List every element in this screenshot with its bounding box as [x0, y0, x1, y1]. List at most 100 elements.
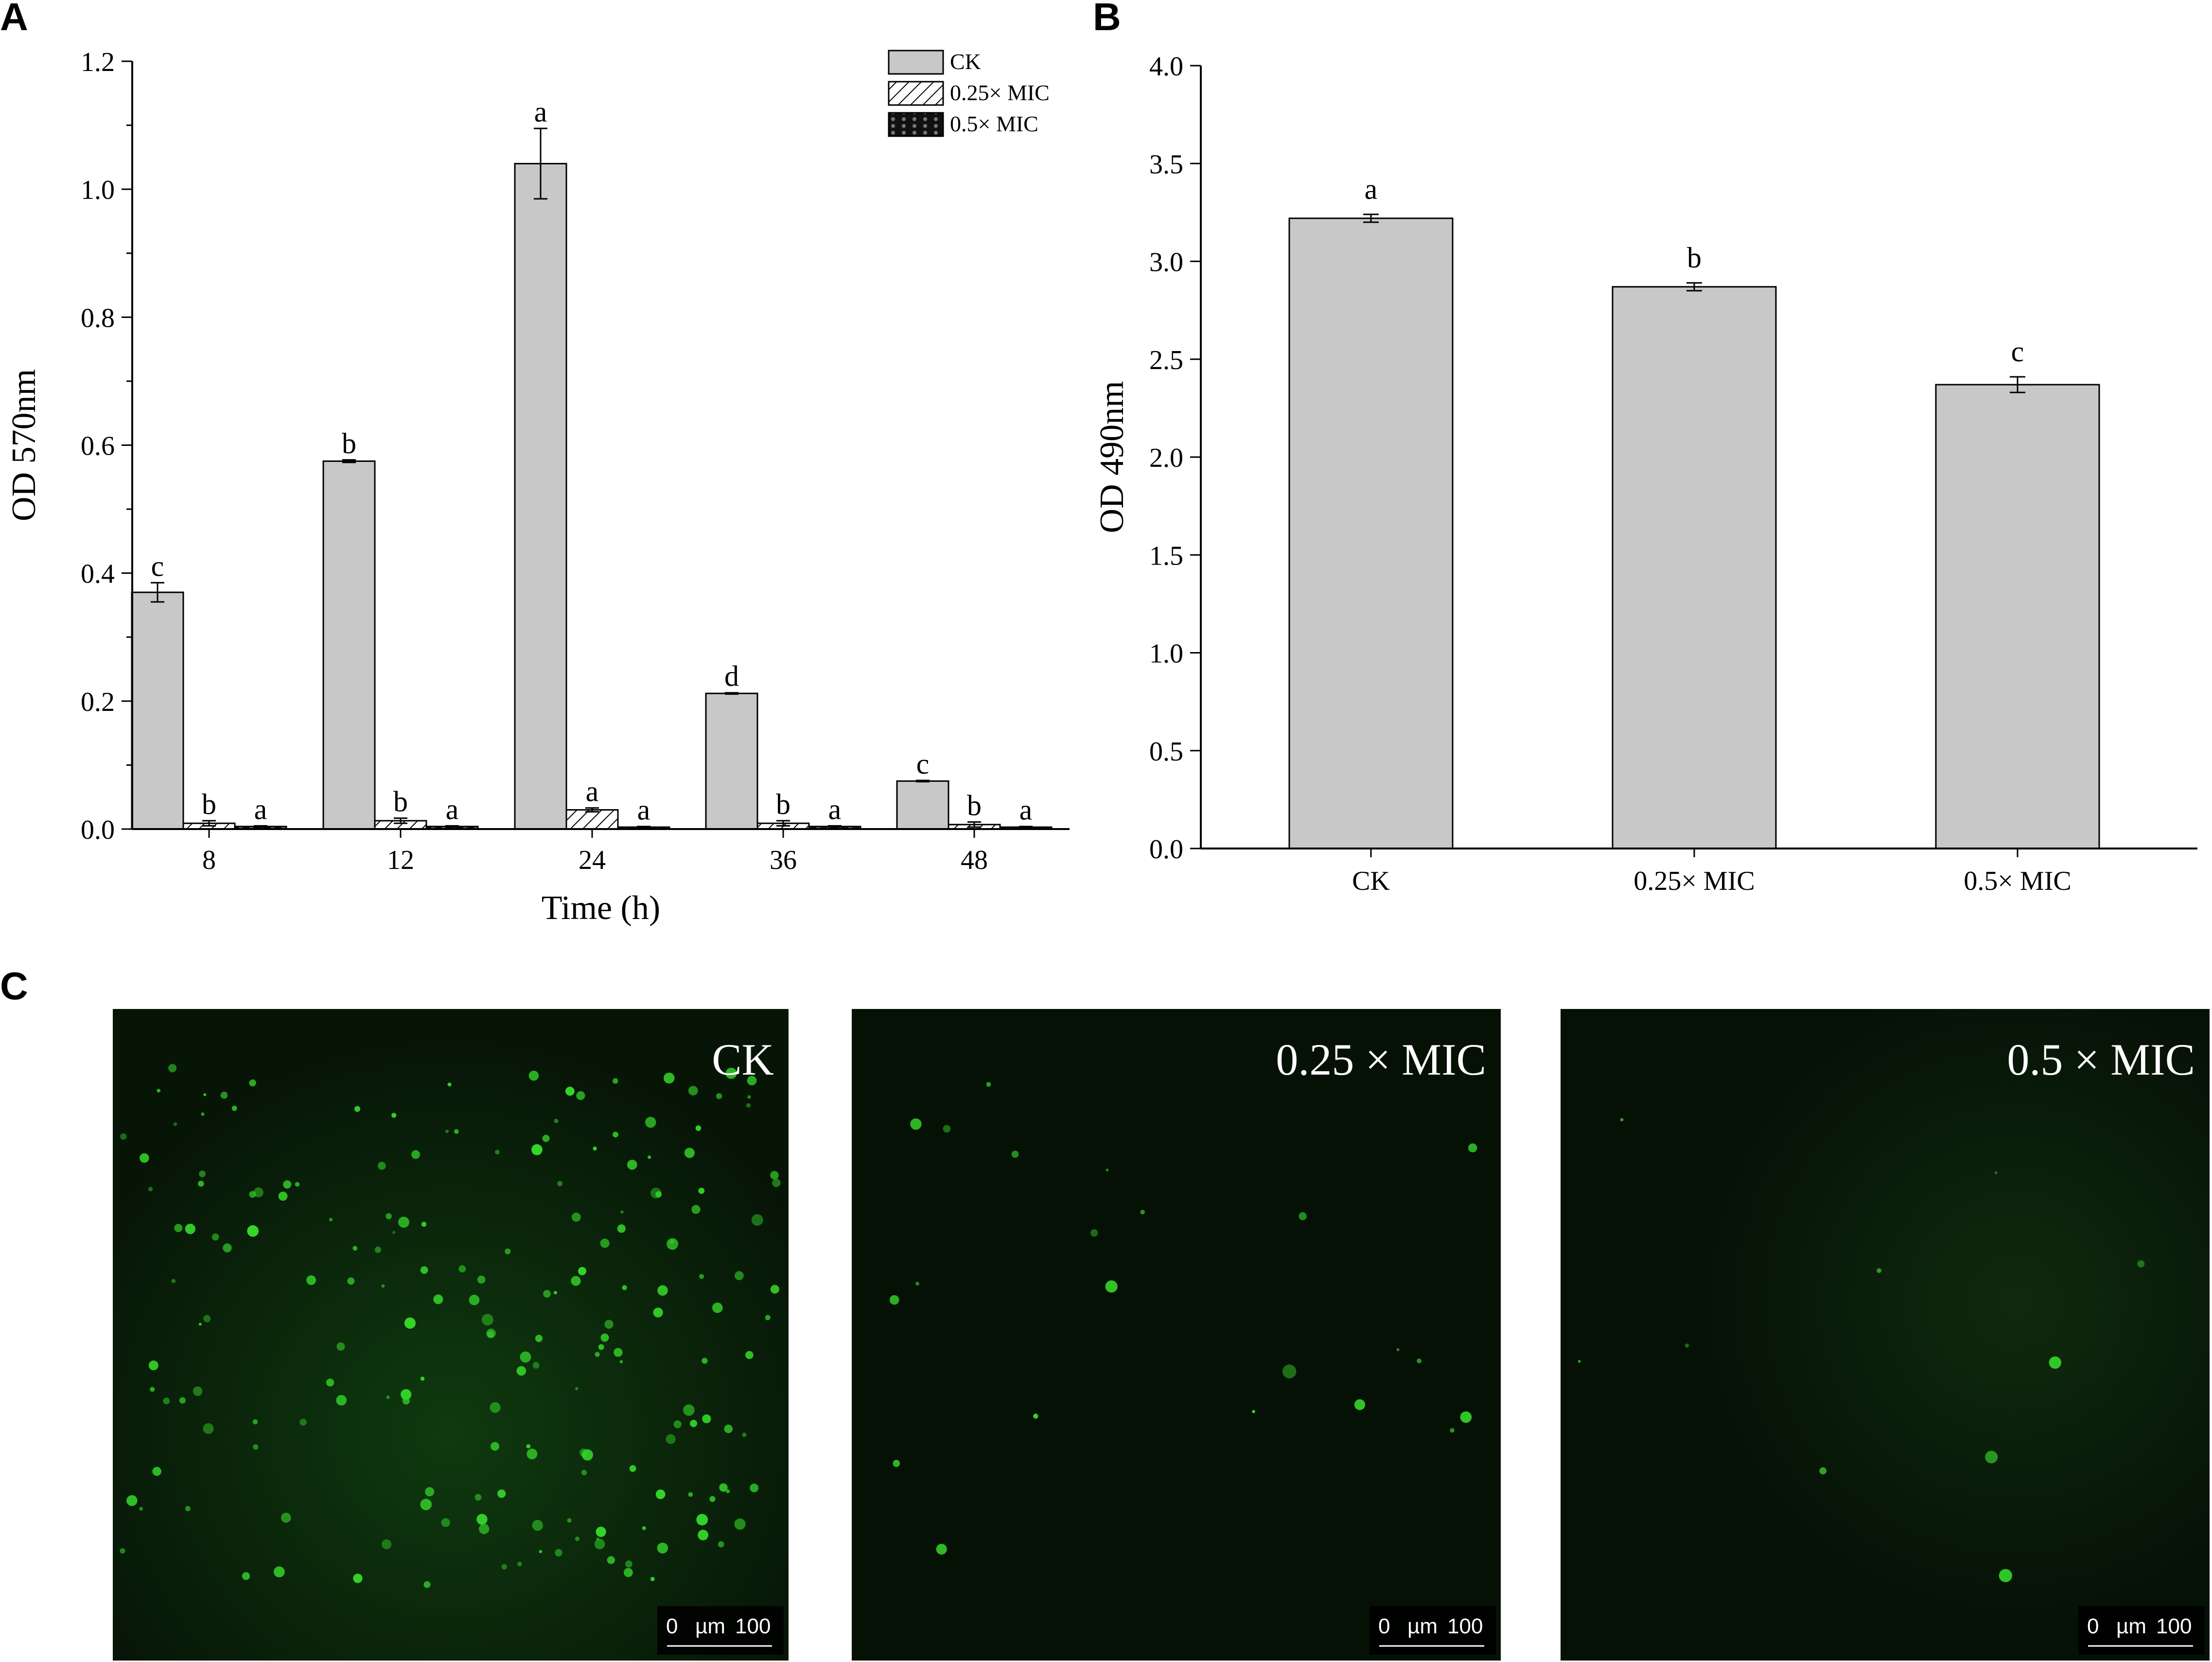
- fluorescent-spot: [683, 1404, 695, 1416]
- fluorescent-spot: [1999, 1569, 2012, 1582]
- chart-a-significance-label: a: [586, 776, 599, 808]
- chart-a-significance-label: a: [828, 793, 842, 825]
- chart-b-y-tick-label: 2.0: [1149, 443, 1183, 473]
- chart-a-significance-label: a: [446, 793, 459, 825]
- chart-a-x-tick-label: 8: [202, 845, 216, 875]
- fluorescent-spot: [139, 1506, 143, 1511]
- scale-bar: 0 µm 100: [2078, 1606, 2205, 1655]
- chart-a-error-bar: [725, 692, 738, 695]
- fluorescent-spot: [501, 1564, 507, 1570]
- scale-bar-zero: 0: [666, 1614, 678, 1638]
- fluorescent-spot: [179, 1397, 186, 1404]
- fluorescent-spot: [2137, 1260, 2145, 1268]
- fluorescent-spot: [148, 1360, 158, 1371]
- micrograph-image: [113, 1009, 789, 1661]
- fluorescent-spot: [203, 1315, 211, 1323]
- fluorescent-spot: [579, 1448, 588, 1457]
- fluorescent-spot: [401, 1389, 412, 1400]
- fluorescent-spot: [516, 1366, 527, 1376]
- fluorescent-spot: [421, 1221, 427, 1227]
- chart-b: a b c CK 0.25× MIC 0.5× MIC 0.0 0.5 1.0 1.5 2.0 2.…: [1093, 52, 2197, 896]
- fluorescent-spot: [336, 1342, 345, 1351]
- fluorescent-spot: [274, 1566, 285, 1577]
- fluorescent-spot: [425, 1487, 435, 1497]
- chart-a-significance-label: a: [1019, 794, 1033, 826]
- fluorescent-spot: [698, 1187, 705, 1194]
- chart-a-error-bar: [776, 820, 790, 827]
- fluorescent-spot: [695, 1125, 702, 1131]
- fluorescent-spot: [745, 1351, 754, 1359]
- micrograph-panel: CK 0 µm 100: [113, 1009, 789, 1661]
- fluorescent-spot: [629, 1465, 636, 1472]
- fluorescent-spot: [1985, 1450, 1998, 1464]
- chart-a-x-tick-label: 24: [579, 845, 606, 875]
- fluorescent-spot: [247, 1225, 259, 1237]
- fluorescent-spot: [576, 1091, 585, 1100]
- fluorescent-spot: [718, 1541, 724, 1548]
- fluorescent-spot: [1417, 1358, 1422, 1363]
- fluorescent-spot: [490, 1402, 501, 1413]
- panel-label-c: C: [0, 964, 28, 1008]
- fluorescent-spot: [770, 1171, 779, 1180]
- fluorescent-spot: [486, 1328, 496, 1339]
- fluorescent-spot: [126, 1495, 138, 1506]
- fluorescent-spot: [495, 1149, 500, 1155]
- chart-a-x-axis-title: Time (h): [542, 889, 660, 927]
- fluorescent-spot: [617, 1224, 626, 1233]
- fluorescent-spot: [249, 1191, 256, 1198]
- fluorescent-spot: [481, 1314, 493, 1326]
- fluorescent-spot: [223, 1243, 232, 1253]
- fluorescent-spot: [120, 1548, 125, 1554]
- fluorescent-spot: [423, 1581, 431, 1588]
- chart-a-significance-label: b: [967, 790, 982, 822]
- fluorescent-spot: [565, 1086, 575, 1096]
- fluorescent-spot: [1450, 1428, 1455, 1433]
- fluorescent-spot: [553, 1291, 558, 1295]
- fluorescent-spot: [1106, 1168, 1109, 1172]
- fluorescent-spot: [712, 1302, 723, 1313]
- micrograph-panel: 0.25 × MIC 0 µm 100: [852, 1009, 1501, 1661]
- chart-a-y-tick-label: 0.0: [81, 815, 115, 845]
- fluorescent-spot: [528, 1070, 539, 1081]
- fluorescent-spot: [724, 1424, 733, 1433]
- chart-a-error-bar: [445, 825, 459, 828]
- chart-a-y-tick-label: 0.2: [81, 687, 115, 717]
- chart-a-x-tick-label: 12: [387, 845, 414, 875]
- fluorescent-spot: [1354, 1399, 1366, 1410]
- chart-a-error-bar: [151, 582, 164, 603]
- fluorescent-spot: [1819, 1467, 1827, 1475]
- fluorescent-spot: [1468, 1143, 1477, 1152]
- fluorescent-spot: [620, 1210, 624, 1214]
- fluorescent-spot: [1460, 1411, 1472, 1423]
- chart-a-error-bar: [967, 821, 981, 828]
- fluorescent-spot: [613, 1132, 618, 1138]
- fluorescent-spot: [943, 1125, 951, 1133]
- chart-a-error-bar: [637, 826, 650, 829]
- fluorescent-spot: [575, 1387, 579, 1390]
- fluorescent-spot: [571, 1212, 581, 1222]
- fluorescent-spot: [702, 1358, 708, 1364]
- fluorescent-spot: [163, 1397, 170, 1405]
- chart-a-error-bar: [394, 817, 407, 824]
- fluorescent-spot: [666, 1434, 676, 1444]
- fluorescent-spot: [684, 1148, 695, 1158]
- fluorescent-spot: [555, 1549, 562, 1556]
- fluorescent-spot: [1140, 1209, 1145, 1215]
- fluorescent-spot: [747, 1076, 757, 1086]
- chart-a-x-tick-label: 36: [770, 845, 797, 875]
- fluorescent-spot: [477, 1275, 486, 1284]
- fluorescent-spot: [354, 1106, 361, 1112]
- fluorescent-spot: [619, 1360, 623, 1363]
- fluorescent-spot: [1685, 1344, 1689, 1348]
- fluorescent-spot: [532, 1520, 544, 1531]
- scale-bar-value: 100: [2156, 1614, 2192, 1638]
- chart-a-bar: [322, 460, 376, 830]
- chart-b-bar: [1288, 217, 1454, 849]
- fluorescent-spot: [673, 1420, 682, 1429]
- fluorescent-spot: [889, 1295, 899, 1305]
- fluorescent-spot: [404, 1317, 416, 1329]
- chart-b-y-tick-label: 1.0: [1149, 639, 1183, 669]
- fluorescent-spot: [746, 1103, 751, 1108]
- chart-b-significance-label: c: [2011, 336, 2024, 368]
- fluorescent-spot: [352, 1246, 357, 1251]
